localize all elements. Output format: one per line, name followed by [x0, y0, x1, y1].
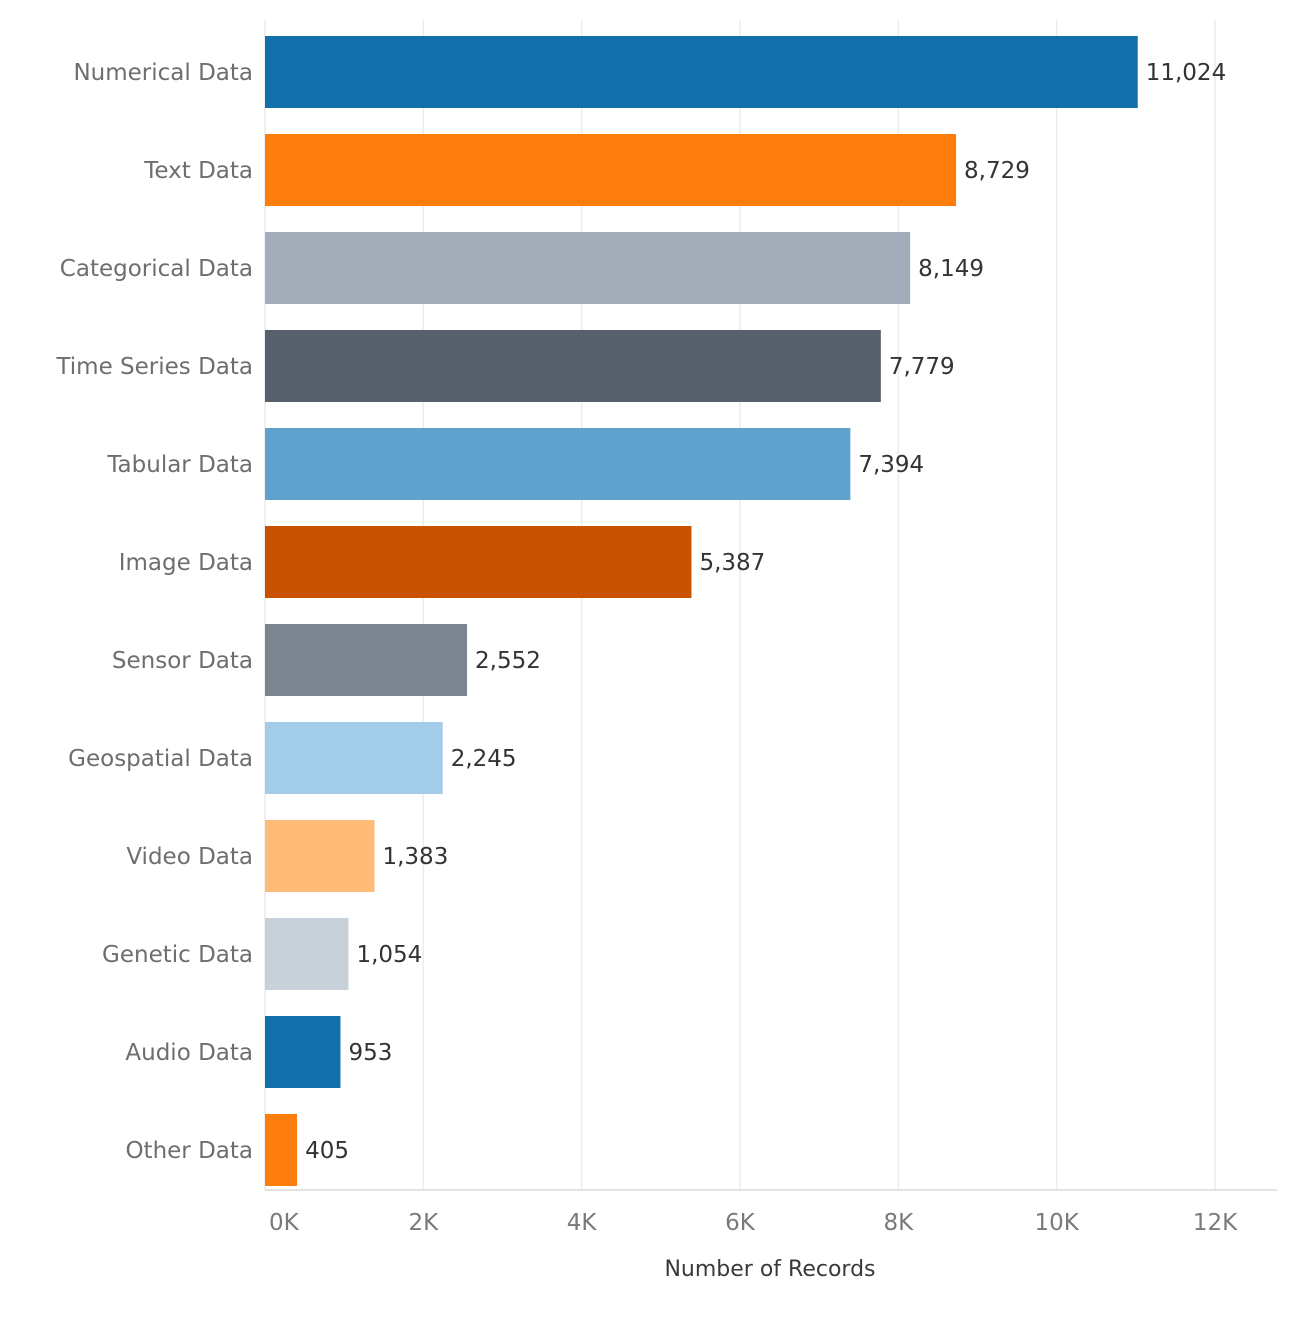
category-label: Image Data — [119, 550, 253, 576]
bar — [265, 330, 881, 402]
bar — [265, 428, 851, 500]
value-label: 5,387 — [699, 550, 765, 576]
x-tick-label: 12K — [1193, 1210, 1238, 1236]
category-label: Tabular Data — [106, 452, 253, 478]
category-label: Geospatial Data — [68, 746, 253, 772]
value-label: 405 — [305, 1138, 349, 1164]
category-label: Audio Data — [125, 1040, 253, 1066]
x-tick-label: 4K — [567, 1210, 598, 1236]
bar — [265, 1114, 298, 1186]
value-label: 7,779 — [889, 354, 955, 380]
value-label: 1,054 — [356, 942, 422, 968]
value-label: 7,394 — [858, 452, 924, 478]
category-label: Time Series Data — [55, 354, 253, 380]
x-axis-title: Number of Records — [664, 1257, 875, 1282]
category-label: Numerical Data — [73, 60, 253, 86]
category-label: Video Data — [126, 844, 253, 870]
bar — [265, 722, 443, 794]
bar — [265, 526, 692, 598]
value-labels: 11,024 8,729 8,149 7,779 7,394 5,387 2,552 2,24… — [305, 60, 1226, 1164]
value-label: 953 — [348, 1040, 392, 1066]
bar — [265, 1016, 341, 1088]
value-label: 2,552 — [475, 648, 541, 674]
x-tick-label: 8K — [883, 1210, 914, 1236]
value-label: 2,245 — [451, 746, 517, 772]
bar — [265, 820, 375, 892]
category-label: Categorical Data — [60, 256, 253, 282]
category-label: Other Data — [125, 1138, 253, 1164]
category-labels: Numerical Data Text Data Categorical Data T… — [55, 60, 253, 1164]
value-label: 1,383 — [382, 844, 448, 870]
value-label: 8,149 — [918, 256, 984, 282]
x-axis-ticks: 0K 2K 4K 6K 8K 10K 12K — [269, 1210, 1238, 1236]
bar — [265, 232, 911, 304]
bar — [265, 624, 468, 696]
category-label: Genetic Data — [102, 942, 253, 968]
x-tick-label: 6K — [725, 1210, 756, 1236]
value-label: 8,729 — [964, 158, 1030, 184]
bar — [265, 36, 1138, 108]
x-tick-label: 10K — [1034, 1210, 1079, 1236]
gridlines — [264, 20, 1216, 1190]
value-label: 11,024 — [1146, 60, 1226, 86]
bar — [265, 134, 957, 206]
category-label: Text Data — [143, 158, 253, 184]
bars — [265, 36, 1138, 1186]
category-label: Sensor Data — [112, 648, 253, 674]
bar — [265, 918, 349, 990]
x-tick-label: 0K — [269, 1210, 300, 1236]
x-tick-label: 2K — [408, 1210, 439, 1236]
